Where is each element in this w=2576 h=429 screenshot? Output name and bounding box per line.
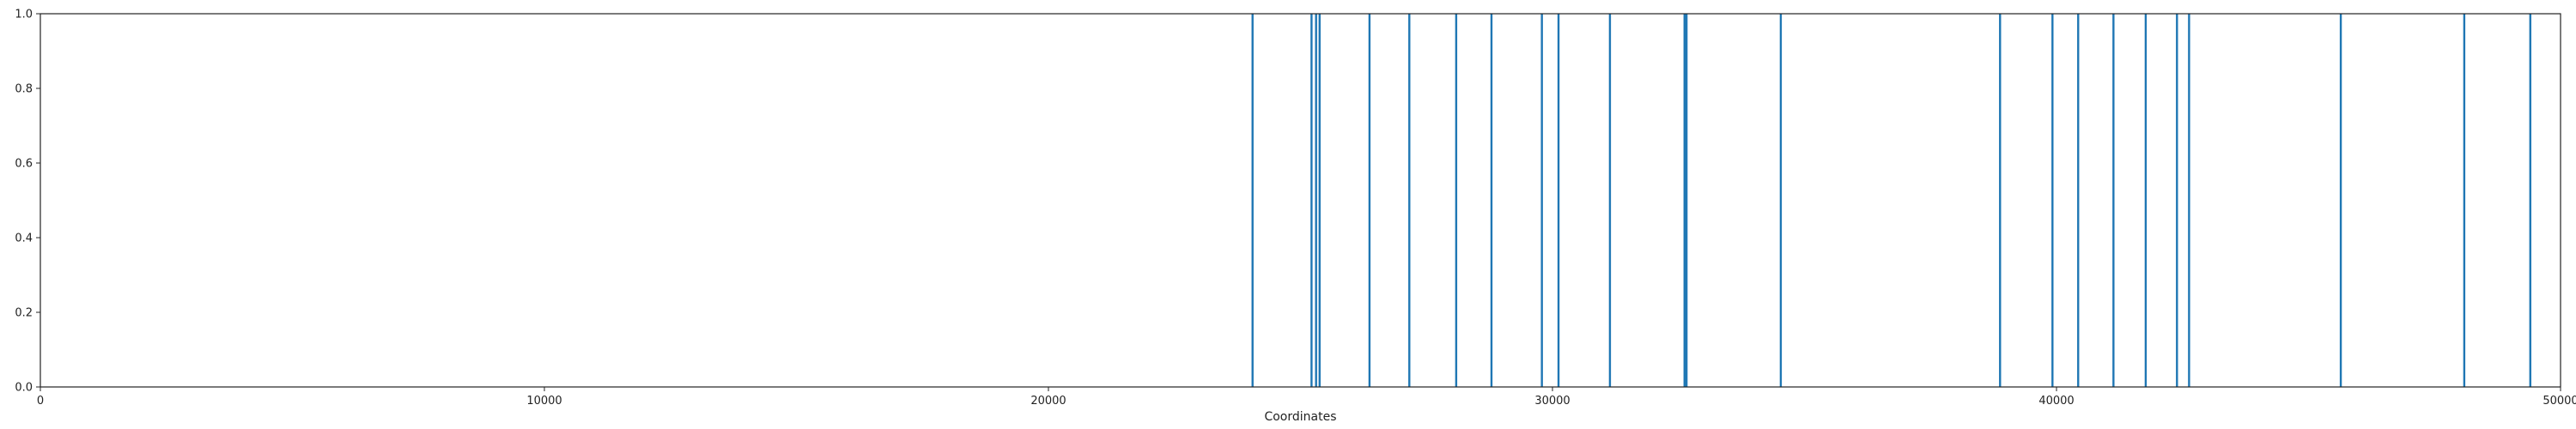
x-tick-label: 50000 — [2543, 395, 2576, 408]
y-tick-label: 0.0 — [15, 382, 33, 395]
x-tick-label: 20000 — [1030, 395, 1066, 408]
bar — [2077, 14, 2080, 387]
x-tick-label: 40000 — [2038, 395, 2074, 408]
bar — [2051, 14, 2054, 387]
bar — [1455, 14, 1458, 387]
bar — [1999, 14, 2002, 387]
bar — [2188, 14, 2190, 387]
bar — [1318, 14, 1321, 387]
x-tick-label: 10000 — [526, 395, 562, 408]
y-axis-ticks: 0.0 0.2 0.4 0.6 0.8 1.0 — [15, 9, 40, 395]
bar — [2176, 14, 2178, 387]
bar — [1557, 14, 1560, 387]
bar — [1408, 14, 1411, 387]
y-tick-label: 0.2 — [15, 307, 33, 320]
bar — [1490, 14, 1493, 387]
plot-area-frame — [39, 13, 2561, 388]
bar — [1683, 14, 1686, 387]
bar — [1608, 14, 1612, 387]
y-tick-label: 0.6 — [15, 158, 33, 171]
bar — [1251, 14, 1254, 387]
x-tick-label: 30000 — [1534, 395, 1570, 408]
bar — [1310, 14, 1313, 387]
bar — [2112, 14, 2115, 387]
bar — [2339, 14, 2342, 387]
y-tick-label: 0.8 — [15, 83, 33, 96]
y-tick-label: 1.0 — [15, 9, 33, 21]
bar — [2463, 14, 2466, 387]
bar — [2144, 14, 2148, 387]
bar — [1540, 14, 1543, 387]
bar — [1368, 14, 1371, 387]
x-tick-label: 0 — [37, 395, 44, 408]
y-tick-label: 0.4 — [15, 233, 33, 245]
x-axis-ticks: 0 10000 20000 30000 40000 50000 — [37, 387, 2576, 408]
bar — [1685, 14, 1688, 387]
bar — [2529, 14, 2531, 387]
bar — [1779, 14, 1783, 387]
bar-group — [1251, 14, 2531, 387]
bar — [1315, 14, 1317, 387]
x-axis-label: Coordinates — [1264, 410, 1336, 424]
